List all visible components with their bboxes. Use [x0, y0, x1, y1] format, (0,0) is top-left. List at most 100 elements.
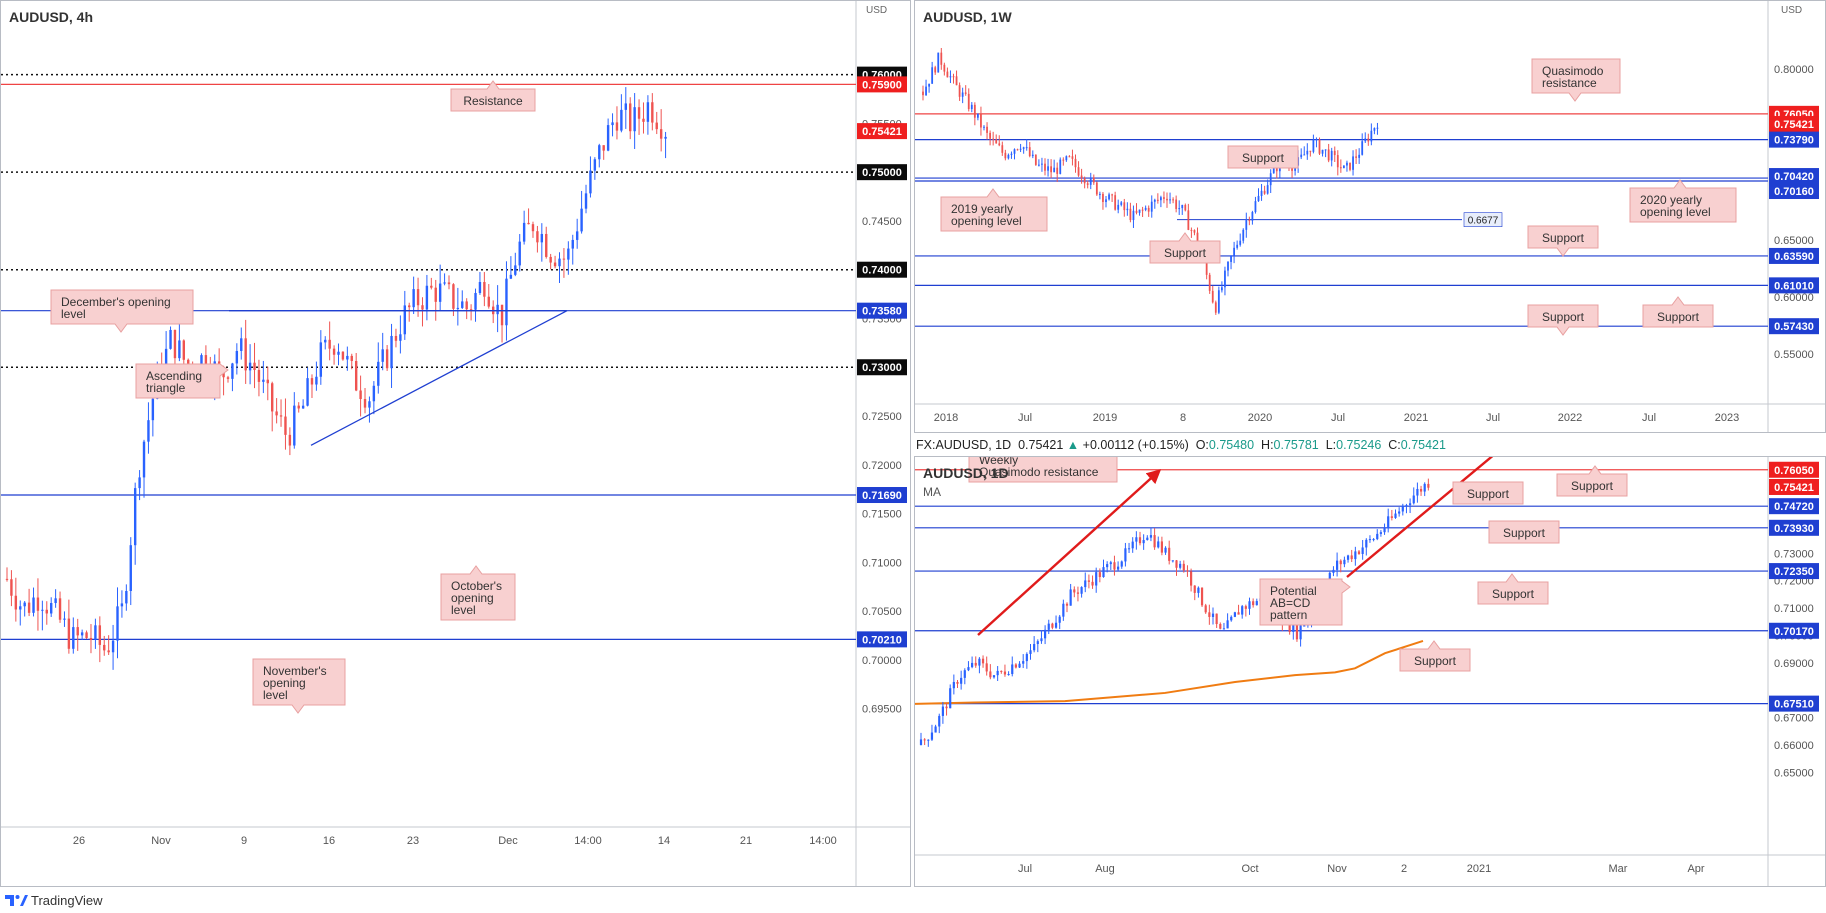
callout-label: Resistance — [463, 94, 523, 108]
candle-body — [1405, 505, 1408, 507]
candle-body — [1423, 483, 1426, 492]
x-tick-label: Jul — [1018, 863, 1032, 875]
callout-label: Support — [1657, 310, 1700, 324]
candle-body — [978, 658, 981, 666]
candle-body — [1114, 195, 1117, 210]
candle-body — [1077, 167, 1080, 176]
candle-body — [1150, 201, 1153, 212]
candle-body — [558, 258, 561, 267]
candle-body — [989, 671, 992, 678]
callout-label: 2020 yearly — [1640, 193, 1702, 207]
chart-panel-weekly[interactable]: USD0.800000.750000.650000.600000.5500020… — [914, 0, 1826, 433]
chart-daily-canvas[interactable]: USD0.770000.730000.720000.710000.700000.… — [915, 457, 1826, 887]
candle-body — [1254, 201, 1257, 213]
price-tag — [1769, 622, 1819, 639]
price-tag-label: 0.75900 — [862, 79, 902, 91]
price-tag — [1769, 183, 1819, 200]
callout-label: triangle — [146, 381, 186, 395]
candle-body — [567, 248, 570, 260]
candle-body — [1007, 674, 1010, 676]
candle-body — [1352, 156, 1354, 170]
candle-body — [1108, 194, 1110, 200]
callout-box — [968, 457, 1118, 483]
candle-body — [1019, 148, 1022, 150]
candle-body — [1295, 623, 1299, 640]
ma-indicator-label[interactable]: MA — [923, 485, 941, 499]
candle-body — [1098, 572, 1101, 578]
candle-body — [1368, 539, 1372, 541]
candle-body — [1029, 650, 1032, 654]
candle-body — [1007, 154, 1010, 159]
candle-body — [1080, 175, 1083, 179]
x-tick-label: 2018 — [934, 412, 958, 424]
candle-body — [1065, 603, 1069, 606]
x-tick-label: Apr — [1687, 863, 1704, 875]
chart-weekly-canvas[interactable]: USD0.800000.750000.650000.600000.5500020… — [915, 1, 1826, 433]
candle-body — [235, 350, 239, 364]
candle-body — [1244, 606, 1247, 609]
y-tick-label: 0.72000 — [1774, 576, 1814, 588]
candle-body — [1365, 539, 1368, 548]
callout-box — [1149, 232, 1221, 264]
candle-body — [1309, 150, 1312, 152]
candle-body — [1095, 182, 1098, 195]
candle-body — [1175, 199, 1178, 209]
candle-body — [1058, 616, 1061, 623]
high-value: 0.75781 — [1273, 438, 1319, 452]
price-tag-label: 0.63590 — [1774, 251, 1814, 263]
candle-body — [421, 305, 424, 310]
candle-body — [41, 609, 44, 611]
chart-panel-daily[interactable]: USD0.770000.730000.720000.710000.700000.… — [914, 456, 1826, 887]
candle-body — [1350, 555, 1353, 560]
y-tick-label: 0.55000 — [1774, 349, 1814, 361]
candle-body — [620, 109, 623, 131]
candle-body — [1300, 154, 1303, 158]
callout-label: Support — [1492, 587, 1535, 601]
candle-body — [456, 307, 460, 309]
candle-body — [1252, 601, 1255, 606]
price-tag-label: 0.72350 — [1774, 566, 1814, 578]
price-tag-label: 0.74000 — [862, 265, 902, 277]
candle-body — [1147, 207, 1150, 212]
candle-body — [1178, 208, 1181, 210]
y-tick-label: 0.67000 — [1774, 713, 1814, 725]
candle-body — [995, 139, 998, 144]
candle-body — [1141, 209, 1144, 211]
up-arrow-icon: ▲ — [1066, 438, 1080, 452]
candle-body — [32, 597, 35, 613]
candle-body — [1237, 612, 1240, 615]
candle-body — [1146, 537, 1149, 541]
candle-body — [1131, 541, 1134, 549]
candle-body — [540, 233, 544, 243]
candle-body — [1184, 204, 1187, 211]
candle-body — [1197, 587, 1200, 593]
candle-body — [1292, 623, 1295, 632]
callout-label: resistance — [1542, 76, 1597, 90]
chart-4h-canvas[interactable]: USD0.755000.745000.735000.725000.720000.… — [1, 1, 911, 887]
candle-body — [1303, 154, 1306, 156]
candle-body — [1053, 167, 1056, 173]
y-tick-label: 0.60000 — [1774, 292, 1814, 304]
tradingview-logo-icon[interactable] — [4, 892, 28, 908]
symbol-label: FX:AUDUSD, 1D — [916, 438, 1012, 452]
candle-body — [182, 340, 185, 360]
chart-panel-4h[interactable]: USD0.755000.745000.735000.725000.720000.… — [0, 0, 911, 887]
candle-body — [922, 91, 924, 96]
candle-body — [67, 618, 71, 649]
price-tag — [1769, 478, 1819, 495]
candle-body — [1031, 154, 1034, 157]
x-tick-label: 2021 — [1467, 863, 1491, 875]
candle-body — [10, 579, 13, 596]
candle-body — [1011, 664, 1014, 675]
candle-body — [1095, 572, 1098, 586]
candle-body — [98, 625, 102, 645]
candle-body — [1230, 255, 1232, 262]
candle-body — [438, 283, 442, 302]
candle-body — [949, 76, 952, 78]
candle-body — [536, 231, 539, 243]
candle-body — [973, 104, 976, 118]
candle-body — [606, 125, 610, 151]
